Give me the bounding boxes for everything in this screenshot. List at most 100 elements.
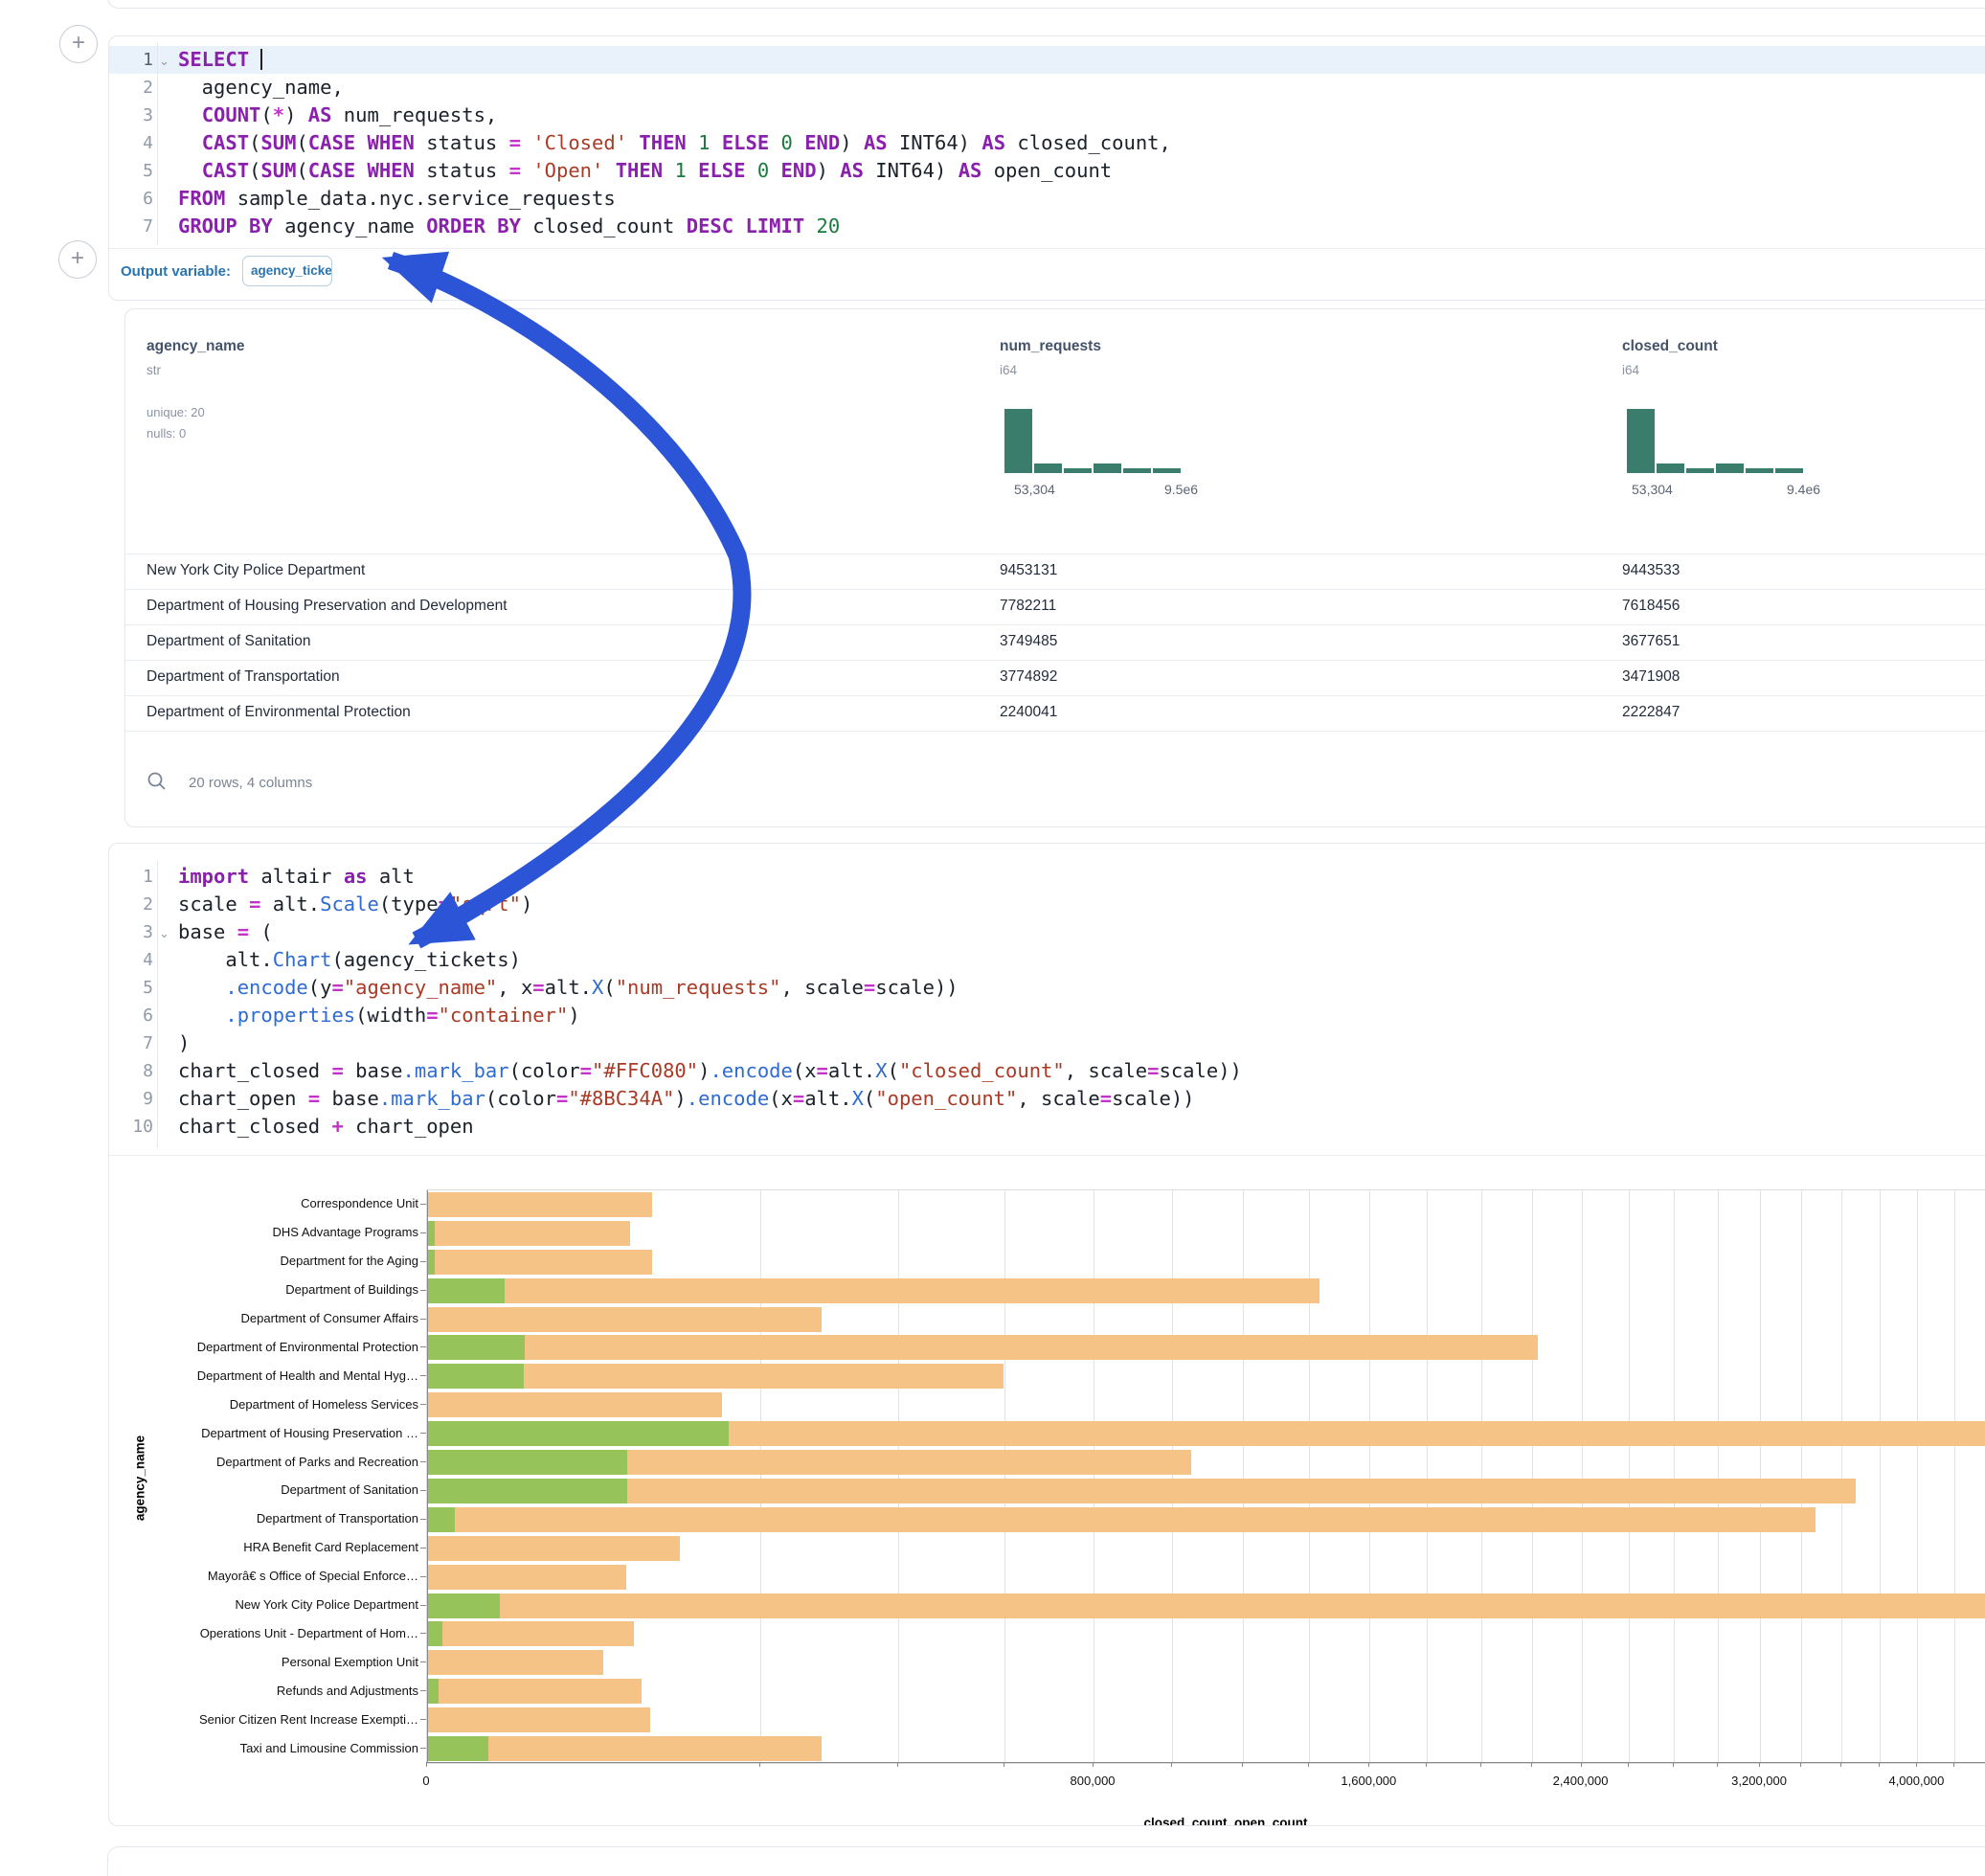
bar-closed_count [427, 1278, 1320, 1303]
code-line[interactable]: import altair as alt [178, 863, 415, 891]
x-axis-tick [1242, 1762, 1243, 1767]
bar-open_count [427, 1450, 627, 1475]
bar-open_count [427, 1335, 525, 1360]
gridline [1629, 1190, 1630, 1763]
code-line[interactable]: chart_open = base.mark_bar(color="#8BC34… [178, 1085, 1195, 1113]
code-line[interactable]: .properties(width="container") [178, 1002, 580, 1029]
histogram-bar [1746, 468, 1773, 473]
histogram-max-label: 9.5e6 [1164, 482, 1198, 497]
table-row[interactable]: Department of Environmental Protection 22… [125, 695, 1985, 732]
search-icon[interactable] [147, 771, 168, 792]
column-meta-nulls: nulls: 0 [147, 426, 186, 441]
y-axis-label: HRA Benefit Card Replacement [109, 1540, 418, 1554]
y-axis-label: Department of Sanitation [109, 1482, 418, 1497]
code-line[interactable]: FROM sample_data.nyc.service_requests [178, 185, 616, 213]
bar-closed_count [427, 1650, 603, 1675]
bar-closed_count [427, 1565, 626, 1590]
y-axis-label: Taxi and Limousine Commission [109, 1741, 418, 1755]
histogram-bar [1123, 468, 1151, 473]
column-type-closed-count: i64 [1622, 363, 1639, 377]
table-row[interactable]: New York City Police Department945313194… [125, 554, 1985, 590]
column-header-closed-count[interactable]: closed_count [1622, 338, 1718, 355]
bar-open_count [427, 1507, 455, 1532]
line-number: 7 [109, 1029, 153, 1057]
column-type-num-requests: i64 [1000, 363, 1017, 377]
code-line[interactable]: chart_closed = base.mark_bar(color="#FFC… [178, 1057, 1242, 1085]
x-axis-tick [1308, 1762, 1309, 1767]
bar-closed_count [427, 1679, 642, 1704]
bar-closed_count [427, 1536, 680, 1561]
code-line[interactable]: chart_closed + chart_open [178, 1113, 474, 1141]
line-number: 10 [109, 1113, 153, 1141]
column-header-agency-name[interactable]: agency_name [147, 338, 245, 355]
histogram-bar [1686, 468, 1714, 473]
bar-open_count [427, 1593, 500, 1618]
x-axis-tick [1953, 1762, 1954, 1767]
x-axis-label: 1,600,000 [1341, 1774, 1396, 1788]
x-axis-tick [1581, 1762, 1582, 1767]
code-line[interactable]: alt.Chart(agency_tickets) [178, 946, 521, 974]
gridline [1582, 1190, 1583, 1763]
bar-closed_count [427, 1192, 652, 1217]
altair-chart: Correspondence UnitDHS Advantage Program… [109, 1155, 1985, 1825]
histogram-bar [1094, 463, 1121, 473]
x-axis-tick [1717, 1762, 1718, 1767]
code-line[interactable]: CAST(SUM(CASE WHEN status = 'Closed' THE… [178, 129, 1171, 157]
line-number: 3 [109, 102, 153, 129]
chevron-down-icon[interactable]: ⌄ [159, 926, 169, 941]
gridline [1004, 1190, 1005, 1763]
code-line[interactable]: .encode(y="agency_name", x=alt.X("num_re… [178, 974, 959, 1002]
bar-open_count [427, 1250, 435, 1275]
bar-closed_count [427, 1307, 822, 1332]
bar-open_count [427, 1679, 439, 1704]
x-axis-tick [1916, 1762, 1917, 1767]
histogram-min-label: 53,304 [1632, 482, 1673, 497]
bar-closed_count [427, 1250, 652, 1275]
table-cell: Department of Housing Preservation and D… [147, 598, 508, 615]
code-line[interactable]: agency_name, [178, 74, 344, 102]
code-line[interactable]: COUNT(*) AS num_requests, [178, 102, 497, 129]
histogram-bar [1775, 468, 1803, 473]
y-axis-label: Mayorâ€ s Office of Special Enforce… [109, 1569, 418, 1583]
code-line[interactable]: GROUP BY agency_name ORDER BY closed_cou… [178, 213, 840, 240]
y-axis-label: DHS Advantage Programs [109, 1225, 418, 1239]
y-axis-label: New York City Police Department [109, 1597, 418, 1612]
table-cell: 9443533 [1622, 562, 1680, 579]
x-axis-tick [1879, 1762, 1880, 1767]
x-axis-tick [1480, 1762, 1481, 1767]
bar-closed_count [427, 1593, 1985, 1618]
bar-open_count [427, 1364, 524, 1389]
code-line[interactable]: SELECT [178, 46, 262, 74]
chevron-down-icon[interactable]: ⌄ [159, 54, 169, 69]
code-line[interactable]: ) [178, 1029, 190, 1057]
bar-open_count [427, 1221, 435, 1246]
y-axis-label: Department of Consumer Affairs [109, 1311, 418, 1325]
python-cell: 1import altair as alt2scale = alt.Scale(… [108, 843, 1985, 1826]
add-cell-button-output[interactable]: + [58, 240, 97, 279]
histogram-closed-count [1627, 400, 1803, 473]
line-number: 4 [109, 129, 153, 157]
python-code-editor[interactable]: 1import altair as alt2scale = alt.Scale(… [109, 863, 1985, 1150]
code-line[interactable]: scale = alt.Scale(type="sqrt") [178, 891, 532, 918]
sql-code-editor[interactable]: 1⌄SELECT 2 agency_name,3 COUNT(*) AS num… [109, 46, 1985, 245]
code-line[interactable]: CAST(SUM(CASE WHEN status = 'Open' THEN … [178, 157, 1112, 185]
output-variable-pill[interactable]: agency_tickets [242, 256, 332, 286]
table-cell: 2240041 [1000, 704, 1057, 721]
y-axis-line [427, 1190, 428, 1763]
line-number: 5 [109, 157, 153, 185]
table-cell: Department of Environmental Protection [147, 704, 411, 721]
x-axis-tick [1426, 1762, 1427, 1767]
line-number: 4 [109, 946, 153, 974]
table-row[interactable]: Department of Housing Preservation and D… [125, 589, 1985, 625]
x-axis-label: 0 [422, 1774, 429, 1788]
y-axis-label: Department of Transportation [109, 1511, 418, 1526]
line-number: 1 [109, 863, 153, 891]
column-header-num-requests[interactable]: num_requests [1000, 338, 1101, 355]
add-cell-button-top[interactable]: + [59, 25, 98, 63]
histogram-min-label: 53,304 [1014, 482, 1055, 497]
bar-open_count [427, 1479, 627, 1503]
code-line[interactable]: base = ( [178, 918, 273, 946]
table-cell: 3749485 [1000, 633, 1057, 650]
table-row[interactable]: Department of Transportation377489234719… [125, 660, 1985, 696]
table-row[interactable]: Department of Sanitation37494853677651 [125, 624, 1985, 661]
